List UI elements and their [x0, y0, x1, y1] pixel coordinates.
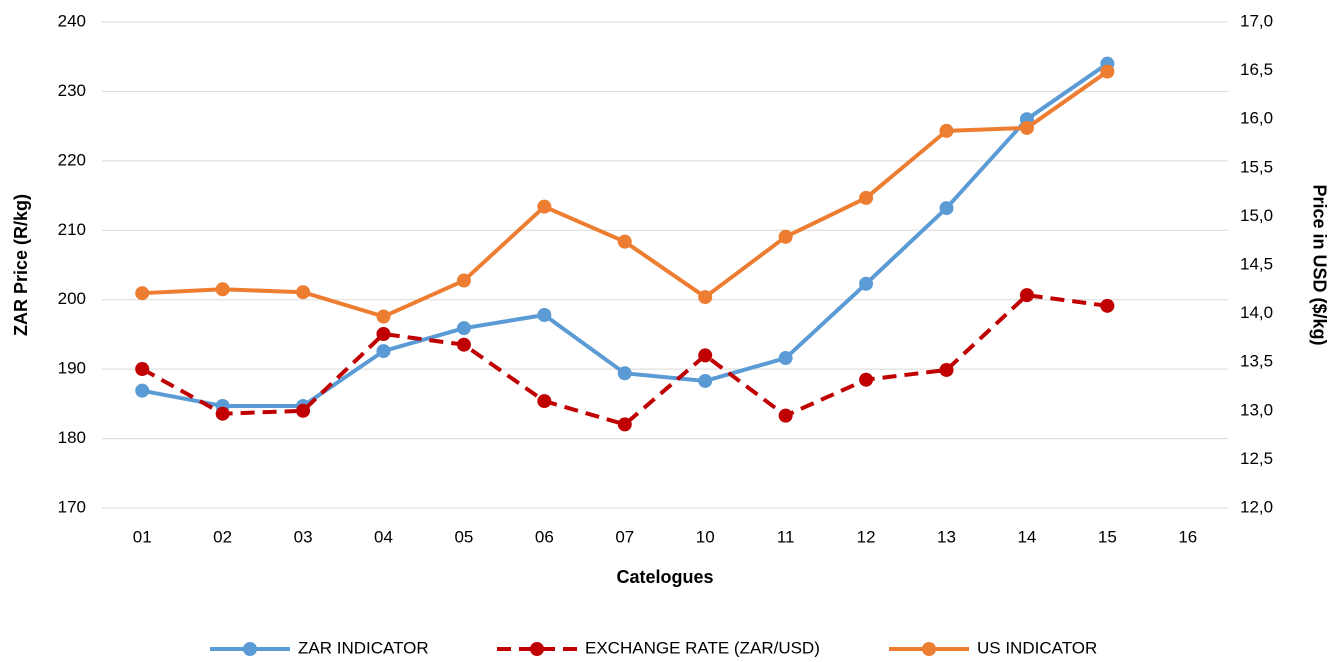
data-point: [778, 351, 793, 366]
y-axis-title: ZAR Price (R/kg): [11, 194, 31, 336]
y2-tick-label: 13,5: [1240, 352, 1273, 371]
data-point: [135, 286, 150, 301]
x-tick-label: 16: [1178, 527, 1197, 546]
x-tick-label: 05: [454, 527, 473, 546]
y-tick-label: 210: [58, 220, 86, 239]
y-tick-label: 190: [58, 359, 86, 378]
data-point: [859, 276, 874, 291]
data-point: [376, 309, 391, 324]
data-point: [698, 373, 713, 388]
data-point: [537, 307, 552, 322]
data-point: [537, 199, 552, 214]
y2-tick-label: 12,5: [1240, 449, 1273, 468]
x-tick-label: 04: [374, 527, 393, 546]
y-tick-label: 170: [58, 497, 86, 516]
data-point: [376, 344, 391, 359]
data-point: [939, 362, 954, 377]
x-tick-label: 01: [133, 527, 152, 546]
x-tick-label: 14: [1017, 527, 1036, 546]
data-point: [215, 282, 230, 297]
data-point: [215, 406, 230, 421]
data-point: [1019, 120, 1034, 135]
data-point: [456, 337, 471, 352]
data-point: [778, 408, 793, 423]
data-point: [778, 229, 793, 244]
data-point: [135, 362, 150, 377]
y-tick-label: 220: [58, 150, 86, 169]
data-point: [617, 366, 632, 381]
x-tick-label: 11: [777, 527, 795, 546]
data-point: [1019, 288, 1034, 303]
data-point: [939, 123, 954, 138]
y2-tick-label: 16,5: [1240, 60, 1273, 79]
data-point: [698, 290, 713, 305]
data-point: [1100, 64, 1115, 79]
data-point: [537, 394, 552, 409]
y2-tick-label: 14,0: [1240, 303, 1273, 322]
legend-label: EXCHANGE RATE (ZAR/USD): [585, 638, 820, 657]
data-point: [939, 201, 954, 216]
y2-tick-label: 17,0: [1240, 11, 1273, 30]
data-point: [296, 403, 311, 418]
data-point: [859, 372, 874, 387]
data-point: [617, 234, 632, 249]
data-point: [376, 327, 391, 342]
y2-tick-label: 15,5: [1240, 157, 1273, 176]
legend-marker: [530, 642, 544, 656]
y2-tick-label: 12,0: [1240, 497, 1273, 516]
data-point: [859, 190, 874, 205]
y2-tick-label: 16,0: [1240, 109, 1273, 128]
y2-tick-label: 14,5: [1240, 254, 1273, 273]
y-tick-label: 240: [58, 11, 86, 30]
y-tick-label: 230: [58, 81, 86, 100]
x-tick-label: 10: [696, 527, 715, 546]
x-axis-title: Catelogues: [616, 567, 713, 587]
legend-label: US INDICATOR: [977, 638, 1097, 657]
x-tick-label: 03: [294, 527, 313, 546]
y2-axis-title: Price in USD ($/kg): [1309, 184, 1329, 345]
x-tick-label: 15: [1098, 527, 1117, 546]
y-tick-label: 200: [58, 289, 86, 308]
legend-label: ZAR INDICATOR: [298, 638, 429, 657]
data-point: [456, 321, 471, 336]
x-tick-label: 02: [213, 527, 232, 546]
legend-marker: [922, 642, 936, 656]
y2-tick-label: 13,0: [1240, 400, 1273, 419]
x-tick-label: 07: [615, 527, 634, 546]
x-tick-label: 06: [535, 527, 554, 546]
y2-tick-label: 15,0: [1240, 206, 1273, 225]
data-point: [135, 383, 150, 398]
series-line: [142, 69, 1109, 319]
data-point: [456, 273, 471, 288]
data-point: [296, 285, 311, 300]
data-point: [1100, 298, 1115, 313]
x-tick-label: 13: [937, 527, 956, 546]
data-point: [617, 417, 632, 432]
legend-marker: [243, 642, 257, 656]
y-tick-label: 180: [58, 428, 86, 447]
data-point: [698, 348, 713, 363]
x-tick-label: 12: [857, 527, 876, 546]
